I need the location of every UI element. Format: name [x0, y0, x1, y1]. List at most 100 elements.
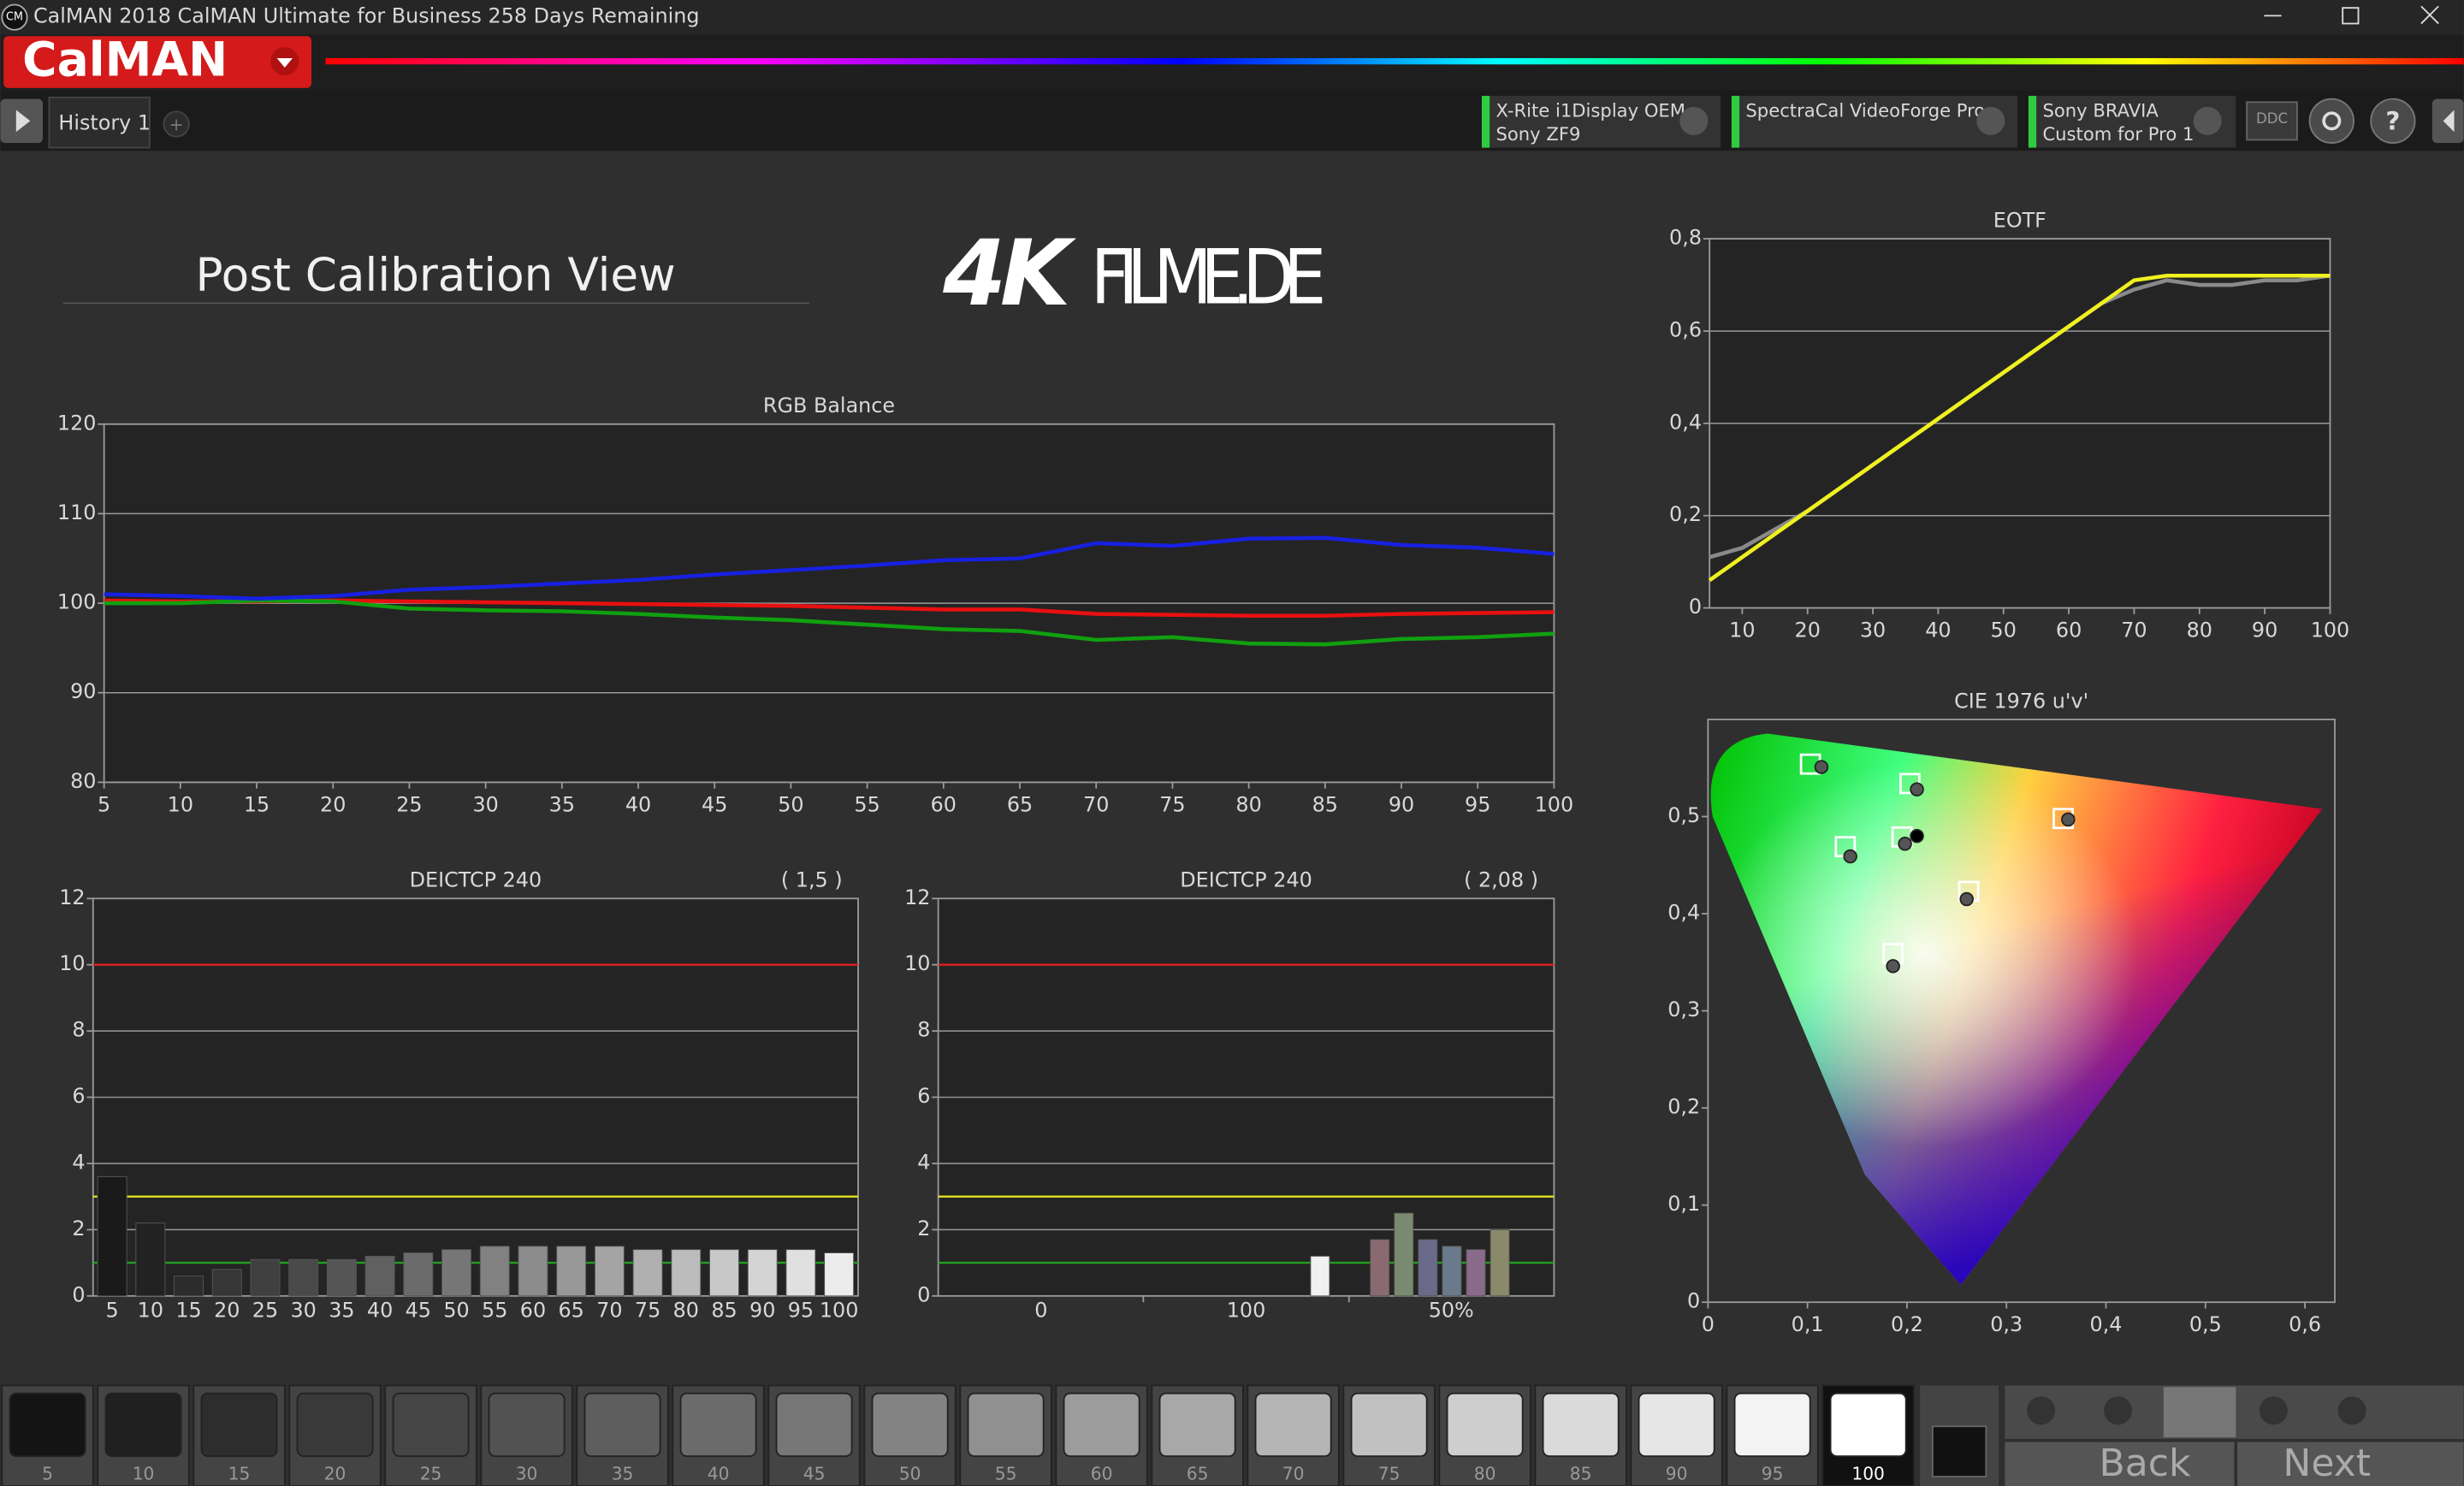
stop-button[interactable] [2027, 1396, 2056, 1425]
device-bg [1731, 96, 2018, 148]
y-tick-label: 0,6 [1669, 317, 1702, 341]
next-label: Next [2283, 1442, 2371, 1485]
gamut-white [1710, 733, 2323, 1285]
bar [326, 1258, 357, 1297]
swatch [9, 1392, 86, 1458]
device-detail: Custom for Pro 1 [2042, 123, 2194, 145]
x-tick-label: 0,4 [2090, 1312, 2123, 1336]
y-tick-label: 0,5 [1667, 803, 1700, 827]
add-tab-icon: + [169, 114, 184, 134]
bar [364, 1255, 395, 1297]
y-tick-label: 0 [72, 1282, 85, 1306]
logo-box[interactable] [3, 36, 312, 88]
tab[interactable] [48, 96, 151, 149]
measured-marker [2061, 812, 2076, 827]
stop-swatch[interactable] [1932, 1425, 1987, 1477]
x-tick-label: 25 [396, 792, 422, 816]
y-tick-label: 0 [1687, 1289, 1700, 1313]
swatch-label: 70 [1282, 1464, 1305, 1484]
swatch [1542, 1392, 1620, 1458]
y-tick-label: 6 [72, 1084, 85, 1108]
logo-arrow [276, 57, 293, 68]
x-tick-label: 50 [1991, 619, 2017, 642]
device-status [1481, 96, 1490, 148]
play-measure[interactable] [2104, 1396, 2133, 1425]
device-menu[interactable] [1679, 106, 1709, 135]
bar [709, 1249, 739, 1297]
nav-panel: Back Next [1920, 1385, 2464, 1486]
series-line [1708, 273, 2331, 583]
swatch-label: 65 [1187, 1464, 1209, 1484]
swatch-label: 100 [1851, 1464, 1885, 1484]
bar [671, 1249, 702, 1297]
help-button[interactable] [2370, 98, 2416, 145]
save-button[interactable] [2163, 1387, 2236, 1438]
device-name: SpectraCal VideoForge Pro [1745, 99, 1985, 121]
swatch [1350, 1392, 1428, 1458]
device-box[interactable]: Sony BRAVIA Custom for Pro 1 [2028, 96, 2236, 148]
swatch-label: 90 [1666, 1464, 1688, 1484]
device-box[interactable]: X-Rite i1Display OEM Sony ZF9 [1481, 96, 1721, 148]
bar [1442, 1246, 1462, 1297]
close[interactable] [2420, 5, 2439, 25]
refresh-button[interactable] [2337, 1396, 2366, 1425]
x-tick-label: 20 [1795, 619, 1821, 642]
next-button[interactable] [2237, 1442, 2464, 1486]
x-tick-label: 75 [635, 1299, 660, 1323]
x-tick-label: 100 [1227, 1299, 1266, 1323]
ddc-button[interactable] [2246, 101, 2298, 141]
swatch-label: 80 [1474, 1464, 1496, 1484]
loop-button[interactable] [2259, 1396, 2288, 1425]
device-menu[interactable] [2193, 106, 2222, 135]
swatch-label: 75 [1378, 1464, 1401, 1484]
y-tick-label: 0,4 [1669, 410, 1702, 434]
swatch [1446, 1392, 1524, 1458]
y-tick-label: 0 [917, 1282, 930, 1306]
swatch [583, 1392, 661, 1458]
swatch [1158, 1392, 1236, 1458]
y-tick-label: 12 [59, 885, 85, 909]
y-tick-label: 0,1 [1667, 1192, 1700, 1216]
y-tick-label: 10 [59, 951, 85, 975]
back-button[interactable] [2005, 1442, 2235, 1486]
x-tick-label: 50% [1429, 1299, 1474, 1323]
chart-title: DEICTCP 240 [1180, 868, 1312, 892]
device-status [2028, 96, 2037, 148]
swatch [679, 1392, 757, 1458]
chart-title: DEICTCP 240 [410, 868, 542, 892]
settings-button[interactable] [2308, 98, 2354, 145]
device-menu[interactable] [1976, 106, 2005, 135]
swatch-label: 40 [708, 1464, 730, 1484]
x-tick-label: 50 [778, 792, 803, 816]
swatch [871, 1392, 949, 1458]
swatch [1638, 1392, 1715, 1458]
swatch-label: 55 [995, 1464, 1017, 1484]
swatch-label: 50 [899, 1464, 921, 1484]
x-tick-label: 100 [820, 1299, 859, 1323]
view-title: Post Calibration View [195, 249, 675, 302]
y-tick-label: 0,2 [1669, 502, 1702, 526]
restore[interactable] [2342, 7, 2360, 25]
x-tick-label: 60 [2056, 619, 2082, 642]
x-tick-label: 10 [138, 1299, 163, 1323]
chart-annotation: ( 1,5 ) [781, 868, 843, 892]
swatch [392, 1392, 470, 1458]
y-tick-label: 0,2 [1667, 1095, 1700, 1119]
x-tick-label: 80 [673, 1299, 699, 1323]
bar [1310, 1255, 1330, 1297]
x-tick-label: 45 [406, 1299, 431, 1323]
x-tick-label: 0 [1034, 1299, 1047, 1323]
bar [288, 1258, 319, 1297]
x-tick-label: 80 [1235, 792, 1261, 816]
series-line [104, 598, 1555, 647]
add-tab[interactable] [163, 110, 190, 138]
swatch-label: 85 [1570, 1464, 1592, 1484]
device-box[interactable]: SpectraCal VideoForge Pro [1731, 96, 2018, 148]
tab-label: History 1 [58, 111, 151, 135]
bar [97, 1176, 127, 1297]
bar [211, 1269, 242, 1297]
bar [174, 1276, 204, 1297]
swatch-label: 95 [1762, 1464, 1784, 1484]
y-tick-label: 2 [72, 1217, 85, 1240]
